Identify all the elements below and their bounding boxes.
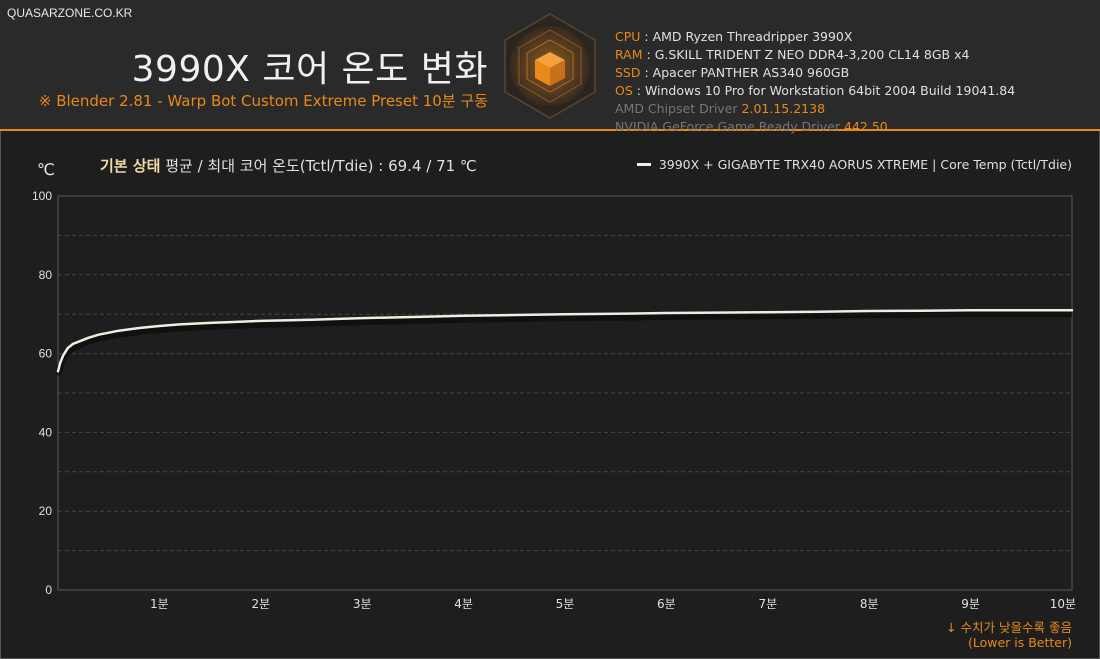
spec-nvidia-driver-version: 442.50 bbox=[844, 119, 888, 134]
cube-logo-icon bbox=[504, 13, 596, 119]
spec-key-ssd: SSD bbox=[615, 65, 641, 80]
spec-key-cpu: CPU bbox=[615, 29, 641, 44]
y-tick-label: 40 bbox=[39, 425, 53, 439]
x-tick-label: 7분 bbox=[758, 597, 777, 611]
chart-subtitle: ※ Blender 2.81 - Warp Bot Custom Extreme… bbox=[38, 92, 488, 110]
y-axis-unit: ℃ bbox=[37, 160, 55, 179]
series-line-shadow bbox=[55, 311, 1072, 377]
spec-cpu: AMD Ryzen Threadripper 3990X bbox=[652, 29, 853, 44]
spec-amd-driver-version: 2.01.15.2138 bbox=[741, 101, 826, 116]
x-tick-label: 5분 bbox=[556, 597, 575, 611]
note-line-1: ↓ 수치가 낮을수록 좋음 bbox=[946, 620, 1072, 635]
x-tick-label: 10분 bbox=[1050, 597, 1076, 611]
spec-key-ram: RAM bbox=[615, 47, 643, 62]
x-tick-label: 1분 bbox=[150, 597, 169, 611]
spec-ram: G.SKILL TRIDENT Z NEO DDR4-3,200 CL14 8G… bbox=[654, 47, 970, 62]
x-tick-label: 3분 bbox=[353, 597, 372, 611]
y-tick-label: 0 bbox=[45, 583, 52, 597]
spec-amd-driver-label: AMD Chipset Driver bbox=[615, 101, 738, 116]
site-watermark: QUASARZONE.CO.KR bbox=[7, 6, 133, 20]
header-banner: QUASARZONE.CO.KR 3990X 코어 온도 변화 ※ Blende… bbox=[0, 0, 1100, 134]
spec-nvidia-driver-label: NVIDIA GeForce Game Ready Driver bbox=[615, 119, 841, 134]
chart-legend: 3990X + GIGABYTE TRX40 AORUS XTREME | Co… bbox=[636, 157, 1072, 172]
summary-values: 평균 / 최대 코어 온도(Tctl/Tdie) : 69.4 / 71 ℃ bbox=[165, 157, 477, 175]
system-specs: CPU : AMD Ryzen Threadripper 3990X RAM :… bbox=[615, 29, 1016, 134]
spec-os: Windows 10 Pro for Workstation 64bit 200… bbox=[644, 83, 1016, 98]
spec-key-os: OS bbox=[615, 83, 633, 98]
x-tick-label: 6분 bbox=[657, 597, 676, 611]
x-tick-label: 2분 bbox=[251, 597, 270, 611]
x-tick-label: 9분 bbox=[961, 597, 980, 611]
y-tick-label: 60 bbox=[39, 347, 53, 361]
chart-title: 3990X 코어 온도 변화 bbox=[131, 49, 488, 90]
y-tick-label: 20 bbox=[39, 504, 53, 518]
lower-is-better-note: ↓ 수치가 낮을수록 좋음 (Lower is Better) bbox=[946, 620, 1072, 650]
note-line-2: (Lower is Better) bbox=[967, 635, 1072, 650]
legend-label: 3990X + GIGABYTE TRX40 AORUS XTREME | Co… bbox=[658, 157, 1072, 172]
legend-swatch bbox=[636, 163, 651, 166]
y-tick-label: 80 bbox=[39, 268, 53, 282]
y-tick-label: 100 bbox=[32, 189, 52, 203]
summary-label: 기본 상태 bbox=[100, 157, 161, 175]
temperature-summary: 기본 상태 평균 / 최대 코어 온도(Tctl/Tdie) : 69.4 / … bbox=[100, 155, 477, 176]
spec-ssd: Apacer PANTHER AS340 960GB bbox=[652, 65, 850, 80]
series-line bbox=[56, 309, 1074, 373]
x-tick-label: 4분 bbox=[454, 597, 473, 611]
x-tick-label: 8분 bbox=[860, 597, 879, 611]
